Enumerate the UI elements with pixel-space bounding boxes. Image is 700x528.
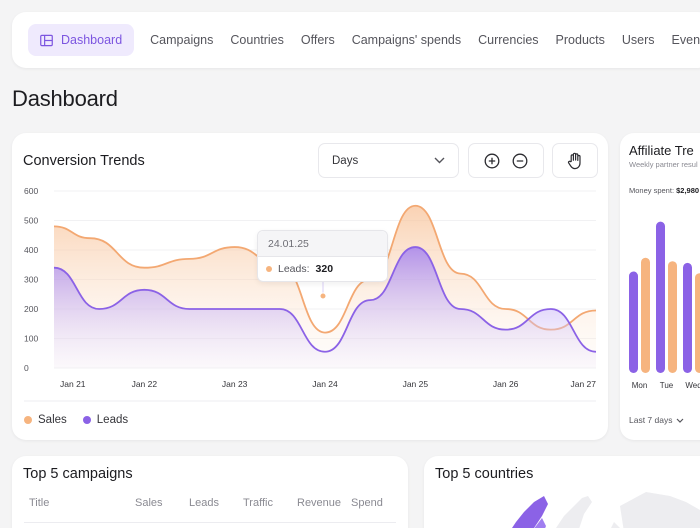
bar-tue-2[interactable] — [668, 261, 677, 373]
top-navigation: Dashboard Campaigns Countries Offers Cam… — [12, 12, 700, 68]
conversion-title: Conversion Trends — [23, 153, 145, 169]
nav-events[interactable]: Events — [671, 33, 700, 47]
nav-offers[interactable]: Offers — [300, 33, 335, 47]
hand-icon — [567, 152, 581, 169]
bar-mon-1[interactable] — [629, 271, 638, 373]
affiliate-period-select[interactable]: Last 7 days — [629, 415, 684, 425]
x-tick-label: Jan 25 — [403, 379, 429, 389]
affiliate-subtitle: Weekly partner resul — [629, 160, 698, 169]
nav-users[interactable]: Users — [621, 33, 655, 47]
y-tick-label: 600 — [24, 186, 38, 196]
legend-dot-leads — [82, 416, 91, 424]
money-spent-label: Money spent: — [629, 186, 675, 195]
column-header-traffic[interactable]: Traffic — [243, 497, 273, 509]
bar-wed-1[interactable] — [683, 262, 692, 373]
column-header-leads[interactable]: Leads — [189, 497, 219, 509]
x-tick-label: Jan 24 — [312, 379, 338, 389]
x-tick-label: Jan 27 — [570, 379, 596, 389]
chevron-down-icon — [434, 157, 445, 164]
bar-mon-2[interactable] — [641, 257, 650, 373]
nav-dashboard-label: Dashboard — [61, 33, 123, 47]
y-tick-label: 200 — [24, 304, 38, 314]
affiliate-title: Affiliate Tre — [629, 143, 694, 158]
bar-tue-1[interactable] — [656, 221, 665, 373]
tooltip-label: Leads: — [278, 263, 310, 275]
countries-title: Top 5 countries — [435, 466, 534, 482]
map-landmass — [620, 492, 700, 528]
x-tick-label: Jan 21 — [60, 379, 86, 389]
top-countries-card: Top 5 countries — [424, 456, 700, 528]
chart-tooltip: 24.01.25 Leads: 320 — [257, 230, 388, 282]
top-campaigns-card: Top 5 campaigns Title Sales Leads Traffi… — [12, 456, 408, 528]
column-header-sales[interactable]: Sales — [135, 497, 163, 509]
chart-legend: Sales Leads — [24, 414, 128, 426]
affiliate-period-label: Last 7 days — [629, 415, 673, 425]
chevron-down-icon — [677, 418, 684, 423]
affiliate-trends-card: Mon Tue Wed Affiliate Tre Weekly partner r… — [620, 133, 700, 440]
countries-map — [502, 492, 700, 528]
x-tick-label: Tue — [660, 381, 674, 390]
y-tick-label: 400 — [24, 245, 38, 255]
conversion-trends-card: 0 100 200 300 400 500 600 Jan 21 Jan 22 Jan 23 Jan… — [12, 133, 608, 440]
tooltip-dot — [266, 266, 272, 272]
zoom-controls — [468, 143, 544, 178]
period-select[interactable]: Days — [318, 143, 459, 178]
page-title: Dashboard — [12, 86, 118, 111]
map-highlighted-country[interactable] — [502, 496, 548, 528]
x-tick-label: Jan 23 — [222, 379, 248, 389]
x-tick-label: Jan 22 — [132, 379, 158, 389]
money-spent: Money spent: $2,980 — [629, 186, 699, 195]
nav-dashboard[interactable]: Dashboard — [28, 24, 135, 56]
legend-item-leads[interactable]: Leads — [82, 414, 129, 426]
tooltip-date: 24.01.25 — [258, 231, 387, 257]
legend-dot-sales — [24, 416, 32, 424]
y-tick-label: 0 — [24, 363, 29, 373]
x-tick-label: Jan 26 — [493, 379, 519, 389]
legend-item-sales[interactable]: Sales — [24, 414, 67, 426]
y-tick-label: 100 — [24, 334, 38, 344]
legend-label-sales: Sales — [38, 414, 67, 426]
nav-countries[interactable]: Countries — [230, 33, 284, 47]
nav-currencies[interactable]: Currencies — [478, 33, 539, 47]
bar-wed-2[interactable] — [695, 273, 700, 373]
money-spent-value: $2,980 — [676, 186, 700, 195]
tooltip-body: Leads: 320 — [258, 257, 387, 275]
table-header-divider — [24, 522, 396, 523]
map-highlighted-country[interactable] — [524, 518, 546, 528]
tooltip-point — [319, 292, 327, 300]
map-landmass — [556, 496, 592, 528]
affiliate-bar-chart: Mon Tue Wed — [629, 221, 700, 390]
column-header-revenue[interactable]: Revenue — [297, 497, 342, 509]
series-line-sales — [53, 204, 597, 334]
plus-circle-icon — [484, 153, 500, 168]
y-tick-label: 300 — [24, 275, 38, 285]
minus-circle-icon — [512, 153, 528, 168]
pan-button[interactable] — [552, 143, 598, 178]
dashboard-icon — [40, 34, 53, 46]
tooltip-value: 320 — [315, 263, 334, 275]
conversion-trends-chart: 0 100 200 300 400 500 600 Jan 21 Jan 22 Jan 23 Jan… — [24, 186, 597, 402]
x-tick-label: Mon — [632, 381, 648, 390]
period-select-value: Days — [332, 154, 359, 167]
series-line-leads — [53, 246, 597, 353]
zoom-out-button[interactable] — [512, 153, 528, 169]
campaigns-title: Top 5 campaigns — [23, 466, 133, 482]
nav-campaigns-spends[interactable]: Campaigns' spends — [351, 33, 462, 47]
column-header-title[interactable]: Title — [29, 497, 50, 509]
zoom-in-button[interactable] — [484, 153, 500, 169]
legend-label-leads: Leads — [96, 414, 129, 426]
nav-products[interactable]: Products — [555, 33, 605, 47]
map-island — [611, 522, 620, 528]
x-tick-label: Wed — [685, 381, 700, 390]
nav-campaigns[interactable]: Campaigns — [150, 33, 214, 47]
y-tick-label: 500 — [24, 216, 38, 226]
column-header-spend[interactable]: Spend — [351, 497, 383, 509]
series-area-leads — [54, 247, 596, 368]
